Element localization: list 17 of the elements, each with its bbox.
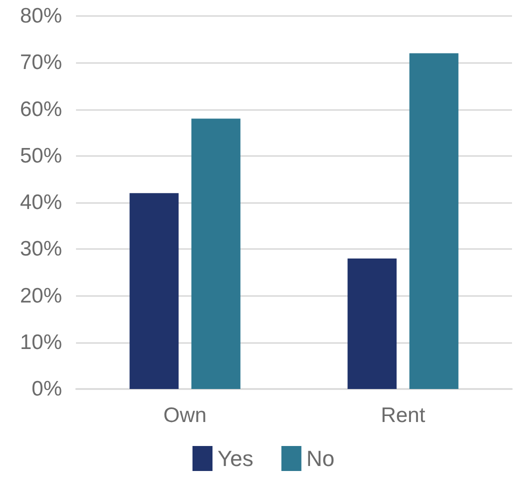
bar — [348, 258, 397, 389]
y-tick-label: 10% — [20, 330, 62, 354]
y-tick-label: 0% — [32, 378, 62, 400]
y-tick-label: 80% — [20, 4, 62, 28]
y-tick-label: 60% — [20, 98, 62, 121]
y-tick-label: 30% — [20, 238, 62, 261]
bar — [130, 193, 179, 389]
y-tick-label: 40% — [20, 191, 62, 214]
y-tick-label: 50% — [20, 144, 62, 168]
bar — [409, 53, 458, 389]
bar — [191, 118, 240, 389]
x-tick-label: Rent — [380, 404, 426, 427]
x-tick-label: Own — [163, 404, 207, 427]
y-tick-label: 20% — [20, 284, 62, 308]
y-tick-label: 70% — [20, 51, 62, 74]
legend-label: No — [306, 446, 335, 471]
legend-label: Yes — [217, 446, 254, 471]
